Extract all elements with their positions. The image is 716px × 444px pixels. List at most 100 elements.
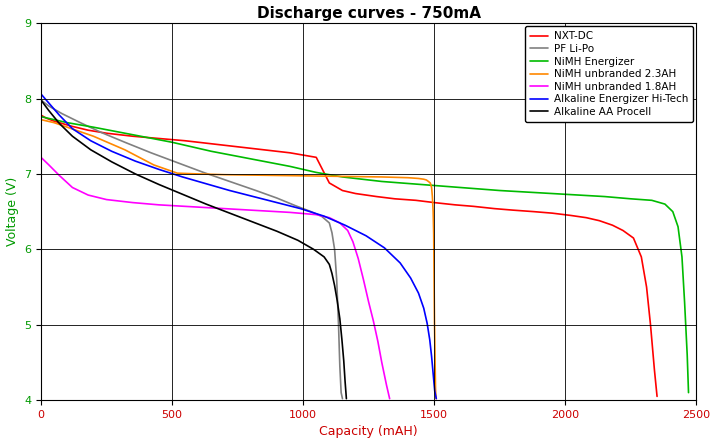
NiMH unbranded 2.3AH xyxy=(221,172,229,177)
Line: NiMH unbranded 2.3AH: NiMH unbranded 2.3AH xyxy=(41,119,436,399)
NiMH unbranded 2.3AH xyxy=(37,117,45,122)
NiMH unbranded 2.3AH xyxy=(420,177,428,182)
Alkaline Energizer Hi-Tech xyxy=(55,112,64,118)
NXT-DC xyxy=(352,191,360,196)
Alkaline Energizer Hi-Tech xyxy=(202,181,211,186)
NiMH Energizer xyxy=(684,390,693,395)
NXT-DC xyxy=(207,141,216,147)
Alkaline Energizer Hi-Tech xyxy=(320,214,329,219)
NiMH unbranded 1.8AH xyxy=(382,382,391,388)
NiMH unbranded 2.3AH xyxy=(89,134,97,139)
Alkaline Energizer Hi-Tech xyxy=(427,354,436,359)
NiMH unbranded 1.8AH xyxy=(286,210,294,215)
NiMH unbranded 1.8AH xyxy=(155,202,163,207)
NiMH unbranded 2.3AH xyxy=(432,396,440,401)
NXT-DC xyxy=(647,322,655,327)
NiMH unbranded 1.8AH xyxy=(344,228,352,233)
Alkaline AA Procell xyxy=(336,316,344,321)
Alkaline AA Procell xyxy=(107,159,116,165)
NiMH Energizer xyxy=(377,179,386,184)
Alkaline Energizer Hi-Tech xyxy=(107,149,116,154)
NXT-DC xyxy=(412,198,420,203)
NXT-DC xyxy=(637,254,646,260)
NiMH unbranded 2.3AH xyxy=(426,180,435,186)
NXT-DC xyxy=(530,209,538,214)
NiMH Energizer xyxy=(495,188,504,193)
NiMH unbranded 1.8AH xyxy=(377,360,386,365)
NiMH unbranded 2.3AH xyxy=(273,173,281,178)
Title: Discharge curves - 750mA: Discharge curves - 750mA xyxy=(256,6,480,20)
NXT-DC xyxy=(650,367,659,373)
NiMH Energizer xyxy=(128,132,137,137)
Alkaline AA Procell xyxy=(87,147,95,152)
X-axis label: Capacity (mAH): Capacity (mAH) xyxy=(319,425,418,438)
Alkaline Energizer Hi-Tech xyxy=(425,337,434,342)
Alkaline AA Procell xyxy=(273,229,281,234)
Alkaline AA Procell xyxy=(309,247,318,252)
Alkaline Energizer Hi-Tech xyxy=(423,321,432,326)
Alkaline Energizer Hi-Tech xyxy=(341,222,349,228)
PF Li-Po xyxy=(44,103,53,109)
Alkaline AA Procell xyxy=(68,134,77,139)
NXT-DC xyxy=(653,394,662,399)
NXT-DC xyxy=(50,119,59,124)
PF Li-Po xyxy=(57,111,66,116)
NiMH Energizer xyxy=(286,164,294,169)
PF Li-Po xyxy=(338,396,347,401)
NiMH Energizer xyxy=(626,196,635,202)
Alkaline AA Procell xyxy=(339,358,348,364)
Alkaline AA Procell xyxy=(338,337,347,342)
NiMH unbranded 1.8AH xyxy=(128,200,137,205)
Alkaline Energizer Hi-Tech xyxy=(178,174,187,180)
PF Li-Po xyxy=(330,247,339,252)
NiMH Energizer xyxy=(246,156,255,162)
NiMH Energizer xyxy=(669,209,677,214)
PF Li-Po xyxy=(199,170,208,175)
NXT-DC xyxy=(642,285,651,290)
Alkaline Energizer Hi-Tech xyxy=(44,100,53,106)
Alkaline Energizer Hi-Tech xyxy=(406,275,415,281)
Y-axis label: Voltage (V): Voltage (V) xyxy=(6,177,19,246)
Line: Alkaline AA Procell: Alkaline AA Procell xyxy=(41,100,347,399)
NXT-DC xyxy=(391,196,400,202)
NXT-DC xyxy=(84,127,92,133)
NiMH unbranded 1.8AH xyxy=(207,205,216,210)
NiMH Energizer xyxy=(89,124,97,130)
PF Li-Po xyxy=(37,97,45,103)
NiMH Energizer xyxy=(677,254,686,260)
PF Li-Po xyxy=(336,364,344,369)
NXT-DC xyxy=(259,147,268,152)
PF Li-Po xyxy=(291,203,299,208)
Alkaline Energizer Hi-Tech xyxy=(155,167,163,172)
Alkaline AA Procell xyxy=(333,298,342,303)
NXT-DC xyxy=(338,188,347,193)
Alkaline Energizer Hi-Tech xyxy=(273,200,281,205)
Alkaline AA Procell xyxy=(202,202,211,207)
Alkaline Energizer Hi-Tech xyxy=(362,233,370,238)
Line: NiMH Energizer: NiMH Energizer xyxy=(41,117,689,392)
NiMH Energizer xyxy=(647,198,656,203)
NiMH unbranded 1.8AH xyxy=(374,339,382,344)
NXT-DC xyxy=(490,206,499,211)
NXT-DC xyxy=(469,204,478,209)
Alkaline AA Procell xyxy=(44,108,53,113)
Alkaline Energizer Hi-Tech xyxy=(380,245,389,250)
NiMH unbranded 2.3AH xyxy=(173,170,182,176)
NXT-DC xyxy=(582,215,591,220)
PF Li-Po xyxy=(76,120,84,125)
NiMH unbranded 2.3AH xyxy=(414,176,422,181)
NXT-DC xyxy=(595,218,604,223)
NiMH unbranded 2.3AH xyxy=(422,177,430,182)
PF Li-Po xyxy=(325,220,334,226)
NiMH unbranded 1.8AH xyxy=(354,256,362,261)
Line: PF Li-Po: PF Li-Po xyxy=(41,100,342,399)
NiMH unbranded 2.3AH xyxy=(404,175,412,180)
NiMH unbranded 2.3AH xyxy=(50,120,59,125)
NXT-DC xyxy=(102,131,111,136)
NiMH unbranded 1.8AH xyxy=(181,204,190,209)
NiMH Energizer xyxy=(37,114,45,119)
NXT-DC xyxy=(548,210,556,216)
Alkaline Energizer Hi-Tech xyxy=(430,388,439,394)
Alkaline Energizer Hi-Tech xyxy=(226,188,234,193)
NiMH unbranded 2.3AH xyxy=(431,386,440,392)
